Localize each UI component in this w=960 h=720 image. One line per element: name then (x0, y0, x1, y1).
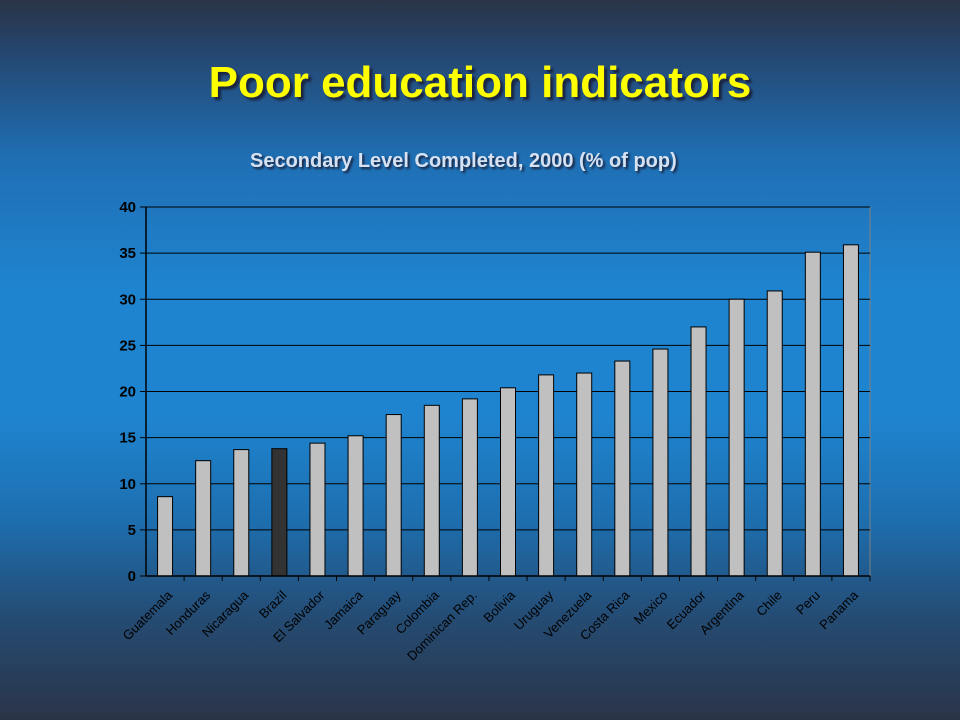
bar-ecuador (690, 326, 707, 577)
bar-bolivia (500, 387, 516, 577)
bar-nicaragua (233, 449, 250, 577)
x-category-label: Brazil (256, 587, 290, 621)
bar-dominican-rep (461, 398, 478, 577)
bar-uruguay (538, 374, 555, 577)
y-tick-label: 0 (128, 568, 136, 585)
x-category-label: Panama (816, 587, 861, 632)
bar-costa-rica (614, 360, 631, 577)
y-tick-label: 15 (119, 430, 136, 447)
x-category-label: Dominican Rep. (404, 588, 480, 664)
bar-mexico (652, 348, 669, 577)
bars (157, 244, 859, 577)
bar-argentina (728, 298, 745, 577)
axes (140, 206, 871, 581)
y-tick-label: 35 (119, 245, 136, 262)
bar-venezuela (576, 372, 593, 577)
y-tick-label: 10 (119, 476, 136, 493)
bar-peru (804, 251, 821, 577)
bar-panama (842, 244, 859, 577)
bar-jamaica (347, 435, 364, 577)
slide-title: Poor education indicators (208, 58, 752, 107)
x-category-label: Chile (753, 588, 785, 620)
y-tick-label: 5 (128, 522, 136, 539)
x-category-label: Guatemala (120, 587, 176, 643)
y-tick-labels: 0 5 10 15 20 25 30 35 40 (119, 199, 136, 585)
bar-guatemala (157, 496, 174, 577)
bar-chile (766, 290, 783, 577)
y-tick-label: 30 (119, 291, 136, 308)
y-tick-label: 20 (119, 384, 136, 401)
bar-paraguay (385, 414, 402, 577)
bar-colombia (423, 404, 440, 577)
bar-honduras (195, 460, 212, 577)
y-tick-label: 25 (119, 337, 136, 354)
y-tick-label: 40 (119, 199, 136, 216)
bar-brazil (271, 448, 288, 577)
bar-el-salvador (309, 442, 326, 577)
x-category-label: Peru (793, 588, 823, 618)
chart-title: Secondary Level Completed, 2000 (% of po… (250, 150, 677, 172)
